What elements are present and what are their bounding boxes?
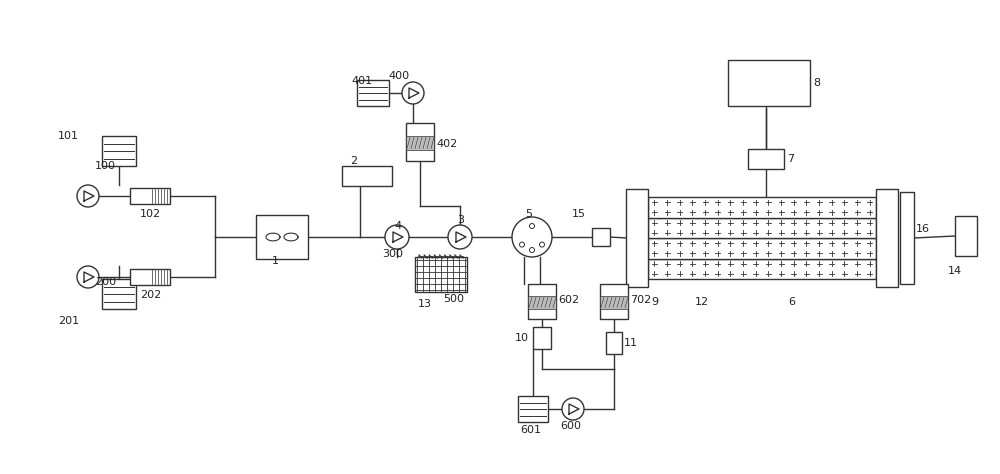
Bar xyxy=(342,166,392,186)
Bar xyxy=(748,149,784,169)
Circle shape xyxy=(520,242,524,247)
Bar xyxy=(876,189,898,287)
Circle shape xyxy=(512,217,552,257)
Text: 15: 15 xyxy=(572,209,586,219)
Bar xyxy=(130,188,170,204)
Text: 400: 400 xyxy=(388,71,409,81)
Circle shape xyxy=(540,242,544,247)
Bar xyxy=(406,123,434,161)
Bar xyxy=(592,228,610,246)
Text: 200: 200 xyxy=(95,277,116,287)
Text: 14: 14 xyxy=(948,266,962,276)
Text: 401: 401 xyxy=(351,76,372,86)
Bar xyxy=(648,218,876,238)
Bar xyxy=(518,396,548,422)
Bar xyxy=(528,284,556,319)
Bar xyxy=(256,215,308,259)
Text: 4: 4 xyxy=(394,221,401,231)
Bar xyxy=(606,332,622,354)
Circle shape xyxy=(402,82,424,104)
Bar xyxy=(533,327,551,349)
Text: 13: 13 xyxy=(418,299,432,309)
Text: 6: 6 xyxy=(788,297,795,307)
Bar xyxy=(415,257,467,292)
Bar xyxy=(648,258,876,279)
Bar xyxy=(900,192,914,284)
Text: 202: 202 xyxy=(140,290,161,300)
Bar xyxy=(406,137,434,150)
Text: 500: 500 xyxy=(443,294,464,304)
Circle shape xyxy=(530,224,534,228)
Bar xyxy=(130,269,170,285)
Text: 3: 3 xyxy=(457,215,464,225)
Text: 402: 402 xyxy=(436,139,457,149)
Text: 300: 300 xyxy=(382,249,403,259)
Bar xyxy=(102,279,136,309)
Text: 5: 5 xyxy=(525,209,532,219)
Text: 1: 1 xyxy=(272,256,279,266)
Circle shape xyxy=(77,185,99,207)
Bar xyxy=(600,284,628,319)
Text: 101: 101 xyxy=(58,131,79,141)
Text: 601: 601 xyxy=(520,425,541,435)
Bar xyxy=(600,296,628,309)
Text: 102: 102 xyxy=(140,209,161,219)
Text: 100: 100 xyxy=(95,161,116,171)
Circle shape xyxy=(448,225,472,249)
Bar xyxy=(528,296,556,309)
Bar xyxy=(626,189,648,287)
Text: 702: 702 xyxy=(630,295,651,305)
Circle shape xyxy=(385,225,409,249)
Circle shape xyxy=(530,247,534,253)
Text: 11: 11 xyxy=(624,338,638,348)
Circle shape xyxy=(77,266,99,288)
Bar xyxy=(648,197,876,218)
Text: 16: 16 xyxy=(916,224,930,234)
Text: 9: 9 xyxy=(651,297,658,307)
Text: 201: 201 xyxy=(58,316,79,326)
Text: 12: 12 xyxy=(695,297,709,307)
Text: 10: 10 xyxy=(515,333,529,343)
Bar xyxy=(357,80,389,106)
Text: 600: 600 xyxy=(560,421,581,431)
Bar xyxy=(648,238,876,258)
Bar xyxy=(955,216,977,256)
Text: 2: 2 xyxy=(350,156,357,166)
Bar xyxy=(102,136,136,166)
Circle shape xyxy=(562,398,584,420)
Text: 602: 602 xyxy=(558,295,579,305)
Text: 8: 8 xyxy=(813,78,820,88)
Text: 7: 7 xyxy=(787,154,794,164)
Bar xyxy=(728,60,810,106)
